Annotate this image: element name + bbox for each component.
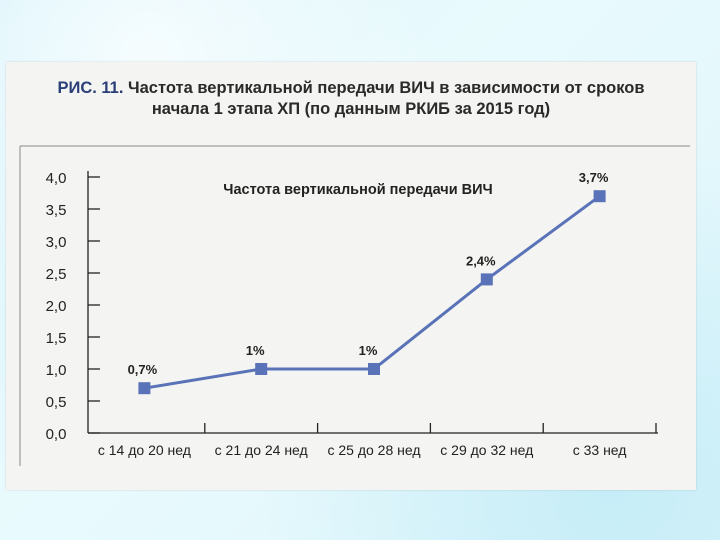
figure-title-line-2: начала 1 этапа ХП (по данным РКИБ за 201… [151, 100, 551, 118]
figure-title-line-1: РИС. 11. Частота вертикальной передачи В… [26, 78, 676, 99]
data-label: 1% [246, 343, 265, 358]
figure-label: РИС. 11. [57, 79, 124, 97]
data-label: 1% [359, 343, 378, 358]
y-tick-label: 3,0 [46, 234, 67, 251]
scanned-page: РИС. 11. Частота вертикальной передачи В… [6, 62, 696, 490]
x-tick-label: с 33 нед [573, 442, 627, 458]
x-tick-label: с 21 до 24 нед [215, 442, 308, 458]
y-tick-label: 1,0 [46, 362, 67, 379]
data-point [138, 382, 151, 395]
y-tick-label: 1,5 [46, 330, 67, 347]
figure-title: РИС. 11. Частота вертикальной передачи В… [26, 78, 676, 120]
y-tick-label: 3,5 [46, 202, 67, 219]
data-point [255, 363, 268, 375]
chart-title: Частота вертикальной передачи ВИЧ [223, 182, 492, 198]
data-label: 3,7% [579, 170, 609, 185]
series-line [144, 194, 601, 390]
x-tick-label: с 25 до 28 нед [327, 442, 420, 458]
y-tick-label: 2,5 [46, 266, 67, 283]
y-tick-label: 0,0 [46, 426, 67, 443]
figure-title-text-1: Частота вертикальной передачи ВИЧ в зави… [128, 79, 645, 97]
data-label: 2,4% [466, 253, 496, 268]
y-tick-label: 4,0 [46, 170, 67, 187]
x-tick-label: с 29 до 32 нед [440, 442, 533, 458]
data-label: 0,7% [128, 362, 158, 377]
y-tick-label: 2,0 [46, 298, 67, 315]
x-tick-label: с 14 до 20 нед [98, 442, 191, 458]
data-point [593, 190, 606, 203]
data-point [368, 363, 380, 375]
data-point [480, 273, 493, 286]
y-tick-label: 0,5 [46, 394, 67, 411]
